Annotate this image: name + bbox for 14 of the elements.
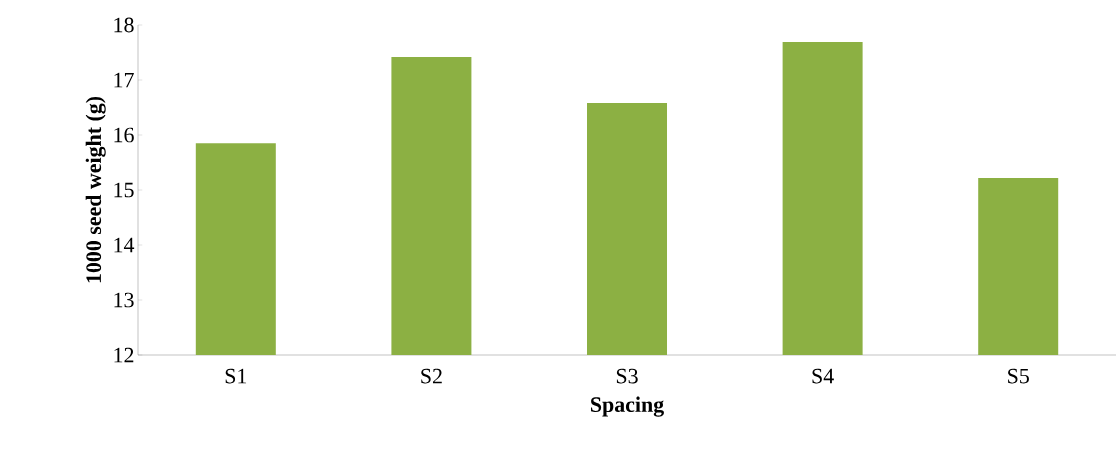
y-tick-label: 12 [114, 347, 134, 363]
y-tick-label: 17 [114, 72, 134, 88]
x-tick-label: S5 [1008, 368, 1029, 384]
y-tick-label: 18 [114, 17, 134, 33]
x-tick-label: S1 [225, 368, 247, 384]
y-tick-label: 14 [114, 237, 135, 253]
y-axis-title: 1000 seed weight (g) [85, 96, 106, 283]
y-tick-label: 13 [114, 292, 134, 308]
x-tick-label: S4 [812, 368, 834, 384]
y-tick-label: 15 [114, 182, 134, 198]
x-tick-label: S3 [616, 368, 638, 384]
y-tick-label: 16 [114, 127, 134, 143]
x-tick-label: S2 [421, 368, 442, 384]
x-axis-title: Spacing [591, 396, 664, 417]
